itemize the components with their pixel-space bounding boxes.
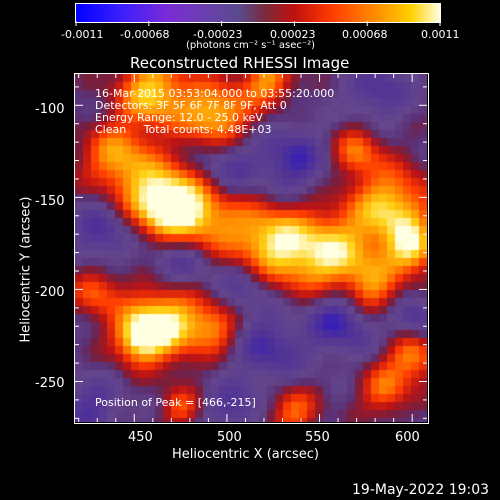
x-tick-label: 450 [128,430,153,445]
x-tick-label: 500 [217,430,242,445]
colorbar-tick-label: -0.0011 [61,28,104,41]
y-axis-label: Heliocentric Y (arcsec) [18,196,34,343]
annotation-energy-range: Energy Range: 12.0 - 25.0 keV [95,111,263,124]
annotation-clean-counts: Clean Total counts: 4.48E+03 [95,123,272,136]
colorbar [75,3,441,23]
heatmap-image [75,74,427,422]
colorbar-tick-label: -0.00023 [193,28,243,41]
y-tick-label: -150 [35,194,65,209]
x-tick-label: 600 [395,430,420,445]
y-tick-label: -100 [35,102,65,117]
annotation-detectors: Detectors: 3F 5F 6F 7F 8F 9F, Att 0 [95,99,287,112]
colorbar-tick-label: 0.0011 [421,28,460,41]
peak-position-label: Position of Peak = [466,-215] [95,396,256,409]
footer-timestamp: 19-May-2022 19:03 [352,482,490,498]
plot-frame [74,73,429,424]
colorbar-tick-label: 0.00023 [270,28,316,41]
colorbar-tick-label: 0.00068 [342,28,388,41]
y-tick-label: -250 [35,376,65,391]
colorbar-tick-label: -0.00068 [120,28,170,41]
y-tick-label: -200 [35,285,65,300]
colorbar-ticks [75,21,441,26]
x-tick-label: 550 [305,430,330,445]
colorbar-unit-label: (photons cm⁻² s⁻¹ asec⁻²) [186,40,316,51]
x-axis-label: Heliocentric X (arcsec) [172,447,319,462]
annotation-time-range: 16-Mar-2015 03:53:04.000 to 03:55:20.000 [95,87,335,100]
chart-title: Reconstructed RHESSI Image [130,54,350,72]
